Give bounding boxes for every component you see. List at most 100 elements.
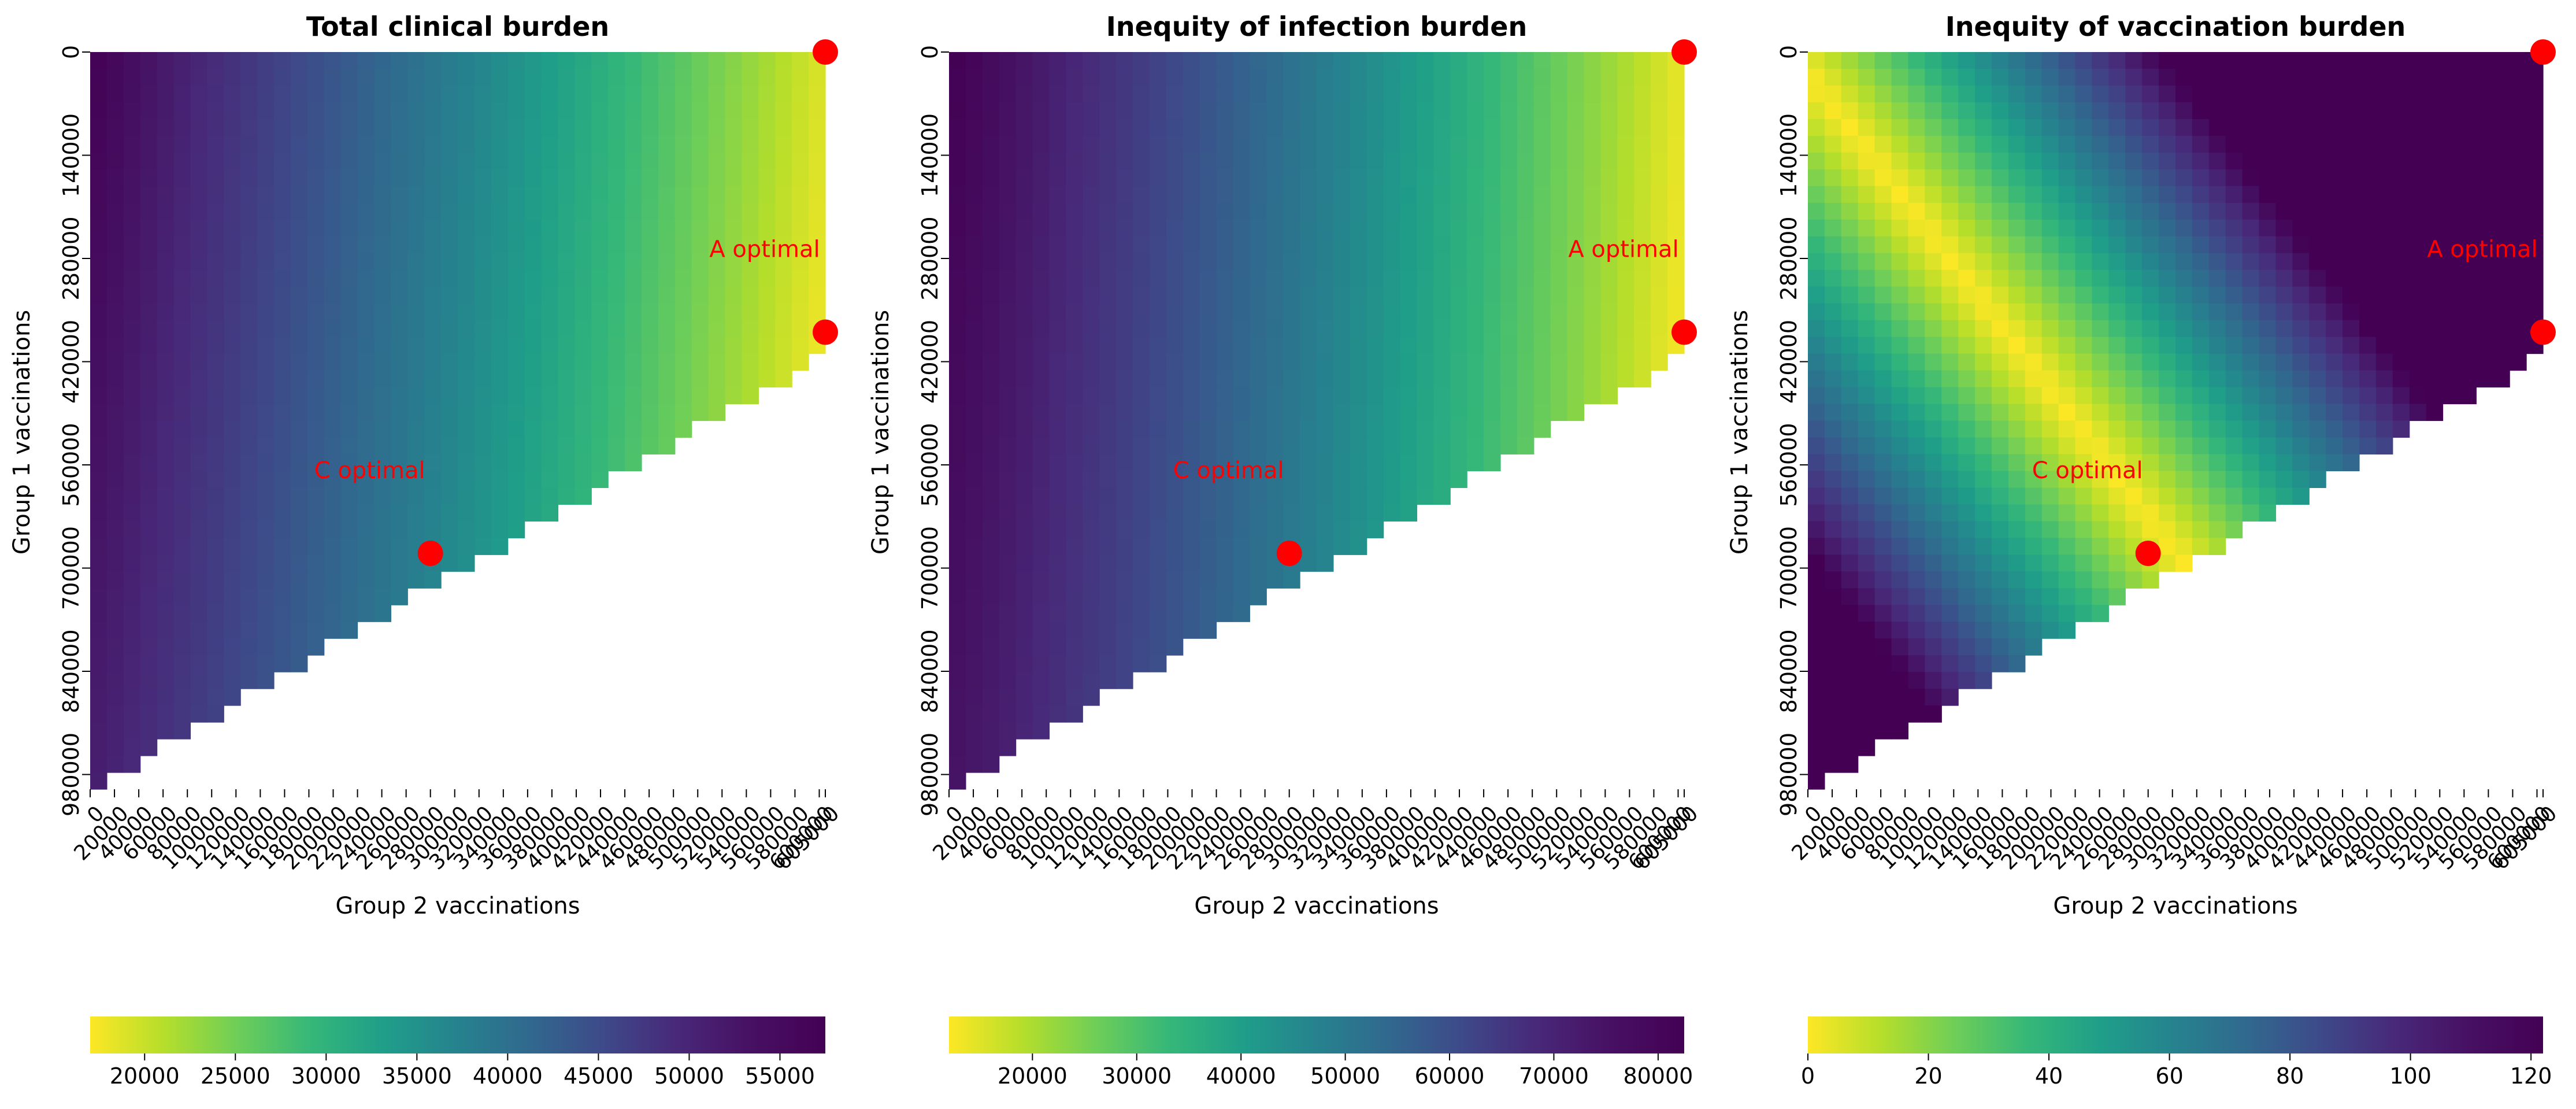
heatmap-cells <box>90 52 826 790</box>
heatmap-cell <box>2476 303 2493 321</box>
heatmap-cell <box>290 169 308 187</box>
heatmap-cell <box>106 521 124 538</box>
heatmap-cell <box>524 219 542 237</box>
heatmap-cell <box>290 605 308 622</box>
heatmap-cell <box>1467 236 1484 254</box>
panel-inequity-infection-burden: Inequity of infection burden014000028000… <box>868 11 1703 1089</box>
heatmap-cell <box>1383 102 1401 120</box>
heatmap-cell <box>2192 152 2210 170</box>
heatmap-cell <box>524 135 542 153</box>
heatmap-cell <box>2259 186 2277 204</box>
heatmap-cell <box>2108 269 2126 287</box>
heatmap-cell <box>1333 370 1351 388</box>
heatmap-cell <box>1216 236 1234 254</box>
heatmap-cell <box>1083 202 1100 220</box>
heatmap-cell <box>2092 202 2109 220</box>
heatmap-cell <box>274 119 291 136</box>
heatmap-cell <box>1874 655 1892 672</box>
heatmap-cell <box>1975 219 1992 237</box>
heatmap-cell <box>407 404 425 422</box>
heatmap-cell <box>424 353 442 371</box>
heatmap-cell <box>90 471 108 489</box>
heatmap-cell <box>240 269 258 287</box>
heatmap-cell <box>2442 219 2460 237</box>
heatmap-cell <box>2108 554 2126 572</box>
heatmap-cell <box>507 487 525 505</box>
heatmap-cell <box>1824 722 1842 740</box>
heatmap-cell <box>1467 52 1484 69</box>
heatmap-cell <box>1858 605 1876 622</box>
heatmap-cell <box>1858 303 1876 321</box>
heatmap-cell <box>2092 370 2109 388</box>
heatmap-cell <box>123 437 141 455</box>
heatmap-cell <box>240 303 258 321</box>
heatmap-cell <box>742 303 759 321</box>
heatmap-cell <box>340 52 358 69</box>
heatmap-cell <box>2375 85 2393 103</box>
heatmap-cell <box>1874 320 1892 338</box>
heatmap-cell <box>2242 387 2260 405</box>
heatmap-cell <box>2442 337 2460 354</box>
heatmap-cell <box>140 370 158 388</box>
heatmap-cell <box>1467 119 1484 136</box>
heatmap-cell <box>2493 337 2510 354</box>
heatmap-cell <box>324 454 342 472</box>
heatmap-cell <box>658 85 676 103</box>
heatmap-cell <box>474 85 492 103</box>
heatmap-cell <box>1550 52 1568 69</box>
heatmap-cell <box>1941 253 1959 271</box>
heatmap-cell <box>1149 269 1167 287</box>
heatmap-cell <box>474 119 492 136</box>
heatmap-cell <box>1450 286 1467 304</box>
heatmap-cell <box>2409 269 2427 287</box>
heatmap-cell <box>106 638 124 656</box>
heatmap-cell <box>674 303 692 321</box>
heatmap-cell <box>1891 186 1909 204</box>
heatmap-cell <box>965 236 983 254</box>
heatmap-cell <box>2275 102 2293 120</box>
heatmap-cell <box>541 471 559 489</box>
heatmap-cell <box>1183 202 1200 220</box>
heatmap-cell <box>2058 504 2076 522</box>
heatmap-cell <box>240 471 258 489</box>
heatmap-cell <box>2426 119 2444 136</box>
heatmap-cell <box>257 638 275 656</box>
heatmap-cell <box>140 538 158 555</box>
heatmap-cell <box>1032 605 1050 622</box>
heatmap-cell <box>441 471 458 489</box>
heatmap-cell <box>90 202 108 220</box>
heatmap-cell <box>558 219 575 237</box>
heatmap-cell <box>2359 169 2377 187</box>
heatmap-cell <box>742 119 759 136</box>
heatmap-cell <box>257 85 275 103</box>
heatmap-cell <box>2326 387 2343 405</box>
heatmap-cell <box>2058 202 2076 220</box>
heatmap-cell <box>324 202 342 220</box>
heatmap-cell <box>257 571 275 589</box>
heatmap-cell <box>1166 320 1184 338</box>
heatmap-cell <box>1975 638 1992 656</box>
heatmap-cell <box>2343 370 2360 388</box>
heatmap-cell <box>2375 387 2393 405</box>
heatmap-cell <box>1600 119 1618 136</box>
heatmap-cell <box>224 202 241 220</box>
heatmap-cell <box>274 320 291 338</box>
heatmap-cell <box>374 420 391 438</box>
heatmap-cell <box>1975 554 1992 572</box>
heatmap-cell <box>1199 236 1217 254</box>
heatmap-cell <box>2075 219 2093 237</box>
heatmap-cell <box>1824 52 1842 69</box>
heatmap-cell <box>190 68 207 86</box>
heatmap-cell <box>2041 437 2059 455</box>
heatmap-cell <box>2192 370 2210 388</box>
heatmap-cell <box>1049 320 1066 338</box>
heatmap-cell <box>1133 202 1150 220</box>
heatmap-cell <box>2275 119 2293 136</box>
heatmap-cell <box>1015 353 1033 371</box>
heatmap-cell <box>742 286 759 304</box>
heatmap-cell <box>1500 353 1518 371</box>
heatmap-cell <box>1049 353 1066 371</box>
heatmap-cell <box>491 487 509 505</box>
heatmap-cell <box>491 320 509 338</box>
heatmap-cell <box>441 269 458 287</box>
